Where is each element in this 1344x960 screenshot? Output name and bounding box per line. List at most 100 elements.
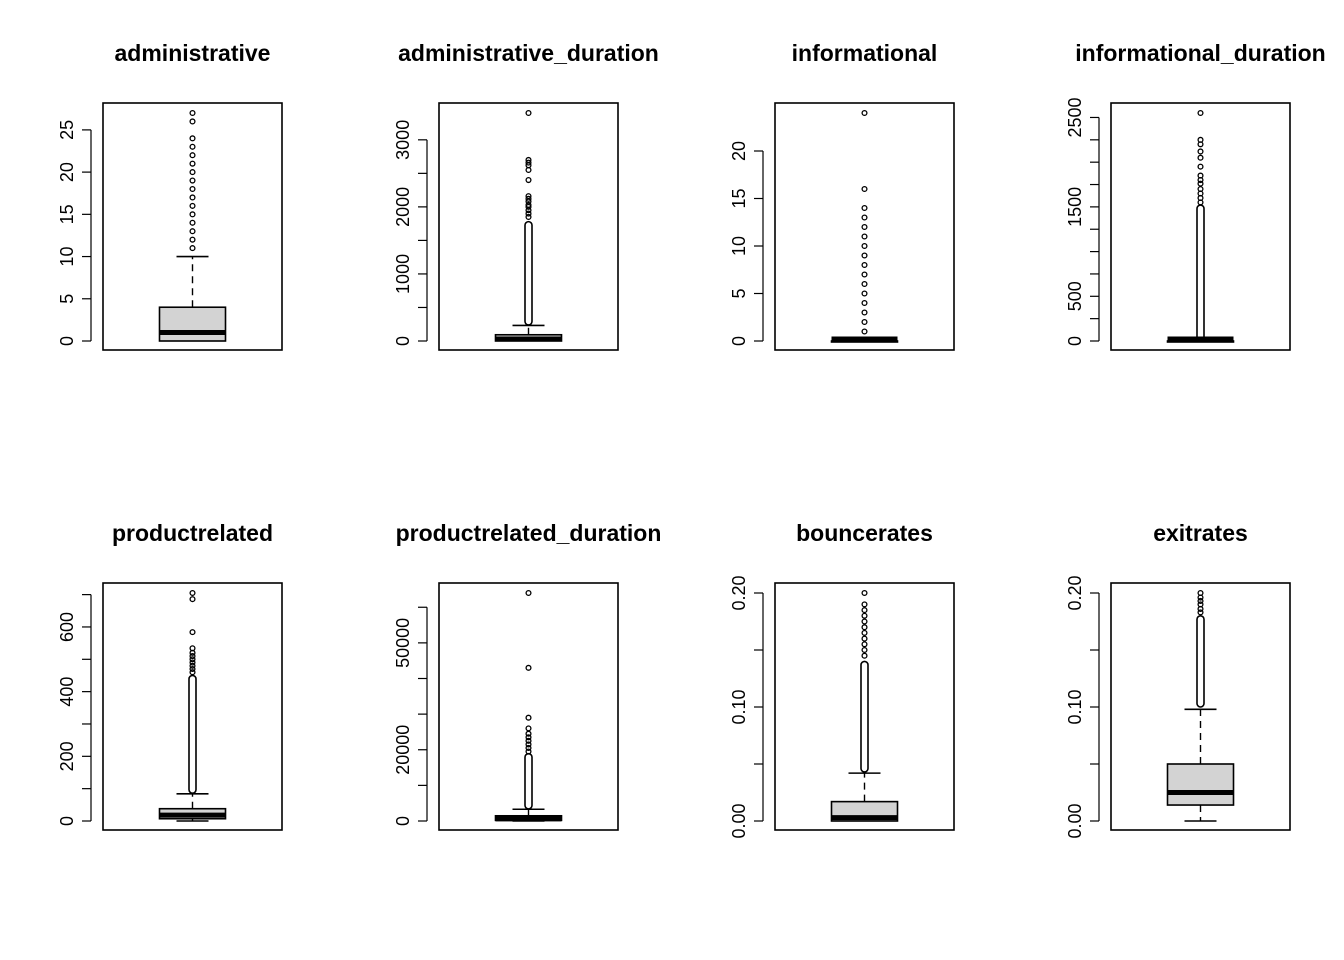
outlier-point [525, 201, 532, 208]
outlier-point [189, 194, 196, 201]
outlier-point [189, 645, 196, 652]
y-tick-label: 20000 [393, 725, 413, 775]
outlier-point [189, 653, 196, 660]
boxplot-panel: productrelated_duration 0 20000 50000 [393, 520, 662, 831]
boxplot-panel: productrelated 0 200 400 600 [57, 520, 283, 831]
outlier-point [525, 195, 532, 202]
chart-title: informational_duration [1075, 40, 1325, 66]
outlier-point [861, 607, 868, 614]
outlier-point [861, 223, 868, 231]
outlier-point [1197, 589, 1204, 597]
boxplot-panel: informational_duration 0 500 1500 2500 [1065, 40, 1326, 351]
outlier-point [525, 725, 532, 732]
outlier-point [189, 629, 196, 636]
outlier-point [1197, 609, 1204, 616]
outlier-point [189, 589, 196, 597]
y-tick-label: 10 [57, 247, 77, 267]
y-tick-label: 0.00 [729, 803, 749, 838]
outlier-point [861, 271, 868, 278]
outlier-band [860, 660, 869, 773]
outlier-point [525, 714, 532, 721]
boxplot-panel: exitrates 0.00 0.10 0.20 [1065, 520, 1291, 839]
outlier-point [525, 177, 532, 184]
outlier-point [525, 156, 532, 163]
outlier-point [861, 280, 868, 288]
y-tick-label: 0 [729, 336, 749, 346]
outlier-point [189, 236, 196, 243]
outlier-point [1197, 172, 1204, 179]
outlier-point [189, 160, 196, 167]
y-tick-label: 0 [393, 336, 413, 346]
outlier-point [189, 245, 196, 252]
outlier-point [189, 202, 196, 209]
outlier-point [189, 118, 196, 125]
outlier-point [861, 652, 868, 659]
chart-title: productrelated [112, 520, 273, 546]
outlier-point [189, 185, 196, 193]
plot-frame [774, 102, 955, 351]
outlier-point [861, 328, 868, 335]
outlier-point [861, 204, 868, 212]
plot-frame [102, 582, 283, 831]
boxplot-panel: bouncerates 0.00 0.10 0.20 [729, 520, 955, 839]
box-iqr [1166, 763, 1235, 806]
y-tick-label: 200 [57, 741, 77, 771]
outlier-point [861, 290, 868, 297]
outlier-point [861, 635, 868, 642]
outlier-band [188, 674, 197, 794]
y-tick-label: 0 [1065, 336, 1085, 346]
outlier-point [189, 152, 196, 159]
y-tick-label: 1500 [1065, 187, 1085, 227]
outlier-point [525, 159, 532, 166]
outlier-point [525, 737, 532, 744]
plot-frame [1110, 102, 1291, 351]
y-tick-label: 400 [57, 677, 77, 707]
outlier-point [525, 193, 532, 200]
chart-title: bouncerates [796, 520, 933, 546]
outlier-point [1197, 148, 1204, 155]
outlier-point [861, 233, 868, 240]
chart-title: exitrates [1153, 520, 1248, 546]
outlier-point [525, 664, 532, 671]
y-tick-label: 5 [57, 294, 77, 304]
outlier-point [1197, 136, 1204, 143]
y-tick-label: 600 [57, 612, 77, 642]
outlier-point [861, 214, 868, 221]
outlier-point [1197, 163, 1204, 170]
y-tick-label: 0.20 [1065, 575, 1085, 610]
y-tick-label: 0.10 [729, 689, 749, 724]
outlier-point [861, 624, 868, 631]
outlier-band [524, 220, 533, 326]
outlier-point [1197, 154, 1204, 161]
outlier-point [861, 589, 868, 597]
outlier-point [189, 169, 196, 176]
plot-frame [438, 582, 619, 831]
outlier-point [861, 629, 868, 636]
outlier-point [1197, 597, 1204, 605]
outlier-point [189, 211, 196, 218]
outlier-point [1197, 109, 1204, 117]
y-tick-label: 25 [57, 120, 77, 140]
outlier-point [1197, 180, 1204, 187]
y-tick-label: 500 [1065, 281, 1085, 311]
y-tick-label: 2000 [393, 187, 413, 227]
outlier-point [861, 646, 868, 654]
outlier-point [861, 261, 868, 269]
outlier-point [189, 109, 196, 117]
outlier-point [189, 143, 196, 150]
y-tick-label: 0.20 [729, 575, 749, 610]
plot-frame [102, 102, 283, 351]
y-tick-label: 0.00 [1065, 803, 1085, 838]
outlier-point [861, 601, 868, 608]
outlier-point [861, 641, 868, 648]
chart-title: productrelated_duration [396, 520, 662, 546]
box-iqr [158, 306, 227, 342]
outlier-point [1197, 601, 1204, 608]
y-tick-label: 20 [57, 162, 77, 182]
outlier-point [861, 618, 868, 625]
plot-frame [438, 102, 619, 351]
outlier-point [189, 662, 196, 669]
outlier-point [189, 177, 196, 184]
outlier-point [861, 242, 868, 250]
